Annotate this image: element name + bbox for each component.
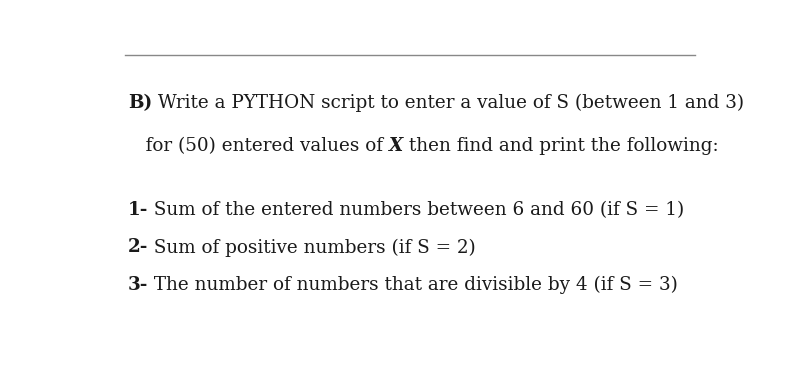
Text: Sum of the entered numbers between 6 and 60 (if S = 1): Sum of the entered numbers between 6 and… [148, 201, 685, 219]
Text: B): B) [128, 94, 152, 112]
Text: 1-: 1- [128, 201, 148, 219]
Text: 2-: 2- [128, 238, 148, 256]
Text: Sum of positive numbers (if S = 2): Sum of positive numbers (if S = 2) [148, 238, 476, 257]
Text: for (50) entered values of: for (50) entered values of [128, 137, 389, 155]
Text: then find and print the following:: then find and print the following: [403, 137, 718, 155]
Text: 3-: 3- [128, 276, 148, 294]
Text: X: X [389, 137, 403, 155]
Text: The number of numbers that are divisible by 4 (if S = 3): The number of numbers that are divisible… [148, 276, 678, 294]
Text: Write a PYTHON script to enter a value of S (between 1 and 3): Write a PYTHON script to enter a value o… [152, 94, 744, 112]
